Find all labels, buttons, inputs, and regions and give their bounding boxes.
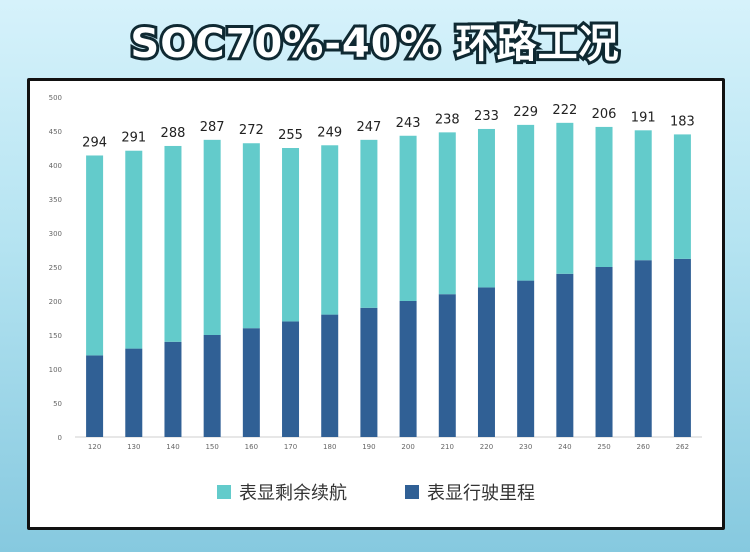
- chart-panel: 0 50 100 150 200 250 300 350 400 450 500 294 120 291 1…: [27, 78, 725, 530]
- data-label: 272: [239, 123, 264, 138]
- x-tick-label: 260: [637, 443, 650, 451]
- data-label: 191: [631, 110, 656, 125]
- bar-driven: [360, 307, 378, 437]
- chart-legend: 表显剩余续航 表显行驶里程: [30, 477, 722, 507]
- y-tick-label: 500: [49, 94, 62, 102]
- bar-chart: 0 50 100 150 200 250 300 350 400 450 500 294 120 291 1…: [49, 94, 702, 451]
- x-tick-label: 200: [401, 443, 414, 451]
- x-tick-label: 210: [441, 443, 454, 451]
- y-tick-label: 250: [49, 264, 62, 272]
- data-label: 288: [161, 126, 186, 141]
- y-tick-label: 100: [49, 366, 62, 374]
- bar-driven: [517, 280, 535, 437]
- bar-driven: [438, 294, 456, 437]
- y-tick-label: 50: [53, 400, 62, 408]
- bar-remaining: [242, 143, 260, 329]
- bar-remaining: [360, 139, 378, 308]
- x-tick-label: 120: [88, 443, 101, 451]
- y-tick-label: 450: [49, 128, 62, 136]
- legend-label-driven: 表显行驶里程: [427, 483, 535, 504]
- x-tick-label: 160: [245, 443, 258, 451]
- bar-driven: [477, 287, 495, 437]
- data-label: 255: [278, 128, 303, 143]
- bar-remaining: [595, 126, 613, 267]
- x-tick-label: 220: [480, 443, 493, 451]
- data-label: 238: [435, 112, 460, 127]
- data-label: 287: [200, 120, 225, 135]
- legend-label-remaining: 表显剩余续航: [239, 483, 347, 504]
- x-tick-label: 250: [597, 443, 610, 451]
- bar-remaining: [634, 130, 652, 261]
- data-label: 294: [82, 135, 107, 150]
- bar-driven: [634, 260, 652, 437]
- x-tick-label: 230: [519, 443, 532, 451]
- legend-item-driven: 表显行驶里程: [405, 479, 535, 505]
- x-tick-label: 180: [323, 443, 336, 451]
- bar-remaining: [321, 145, 339, 315]
- bar-remaining: [86, 155, 104, 356]
- bar-remaining: [477, 128, 495, 288]
- bar-remaining: [164, 145, 182, 342]
- bar-driven: [556, 273, 574, 437]
- bar-driven: [125, 348, 143, 437]
- y-tick-label: 300: [49, 230, 62, 238]
- x-tick-label: 190: [362, 443, 375, 451]
- y-tick-label: 150: [49, 332, 62, 340]
- bar-driven: [242, 328, 260, 437]
- bar-driven: [399, 301, 417, 437]
- data-label: 249: [317, 125, 342, 140]
- page-title: SOC70%-40% 环路工况: [127, 18, 621, 70]
- bar-driven: [595, 267, 613, 437]
- bar-driven: [164, 341, 182, 437]
- bar-remaining: [125, 150, 143, 349]
- bar-driven: [86, 355, 104, 437]
- legend-swatch-remaining: [217, 485, 231, 499]
- bar-remaining: [438, 132, 456, 295]
- x-tick-label: 150: [205, 443, 218, 451]
- data-label: 222: [552, 103, 577, 118]
- bar-driven: [282, 321, 300, 437]
- data-label: 243: [396, 116, 421, 131]
- bar-driven: [321, 314, 339, 437]
- bar-remaining: [517, 124, 535, 281]
- x-tick-label: 140: [166, 443, 179, 451]
- data-label: 291: [121, 131, 146, 146]
- bar-remaining: [673, 134, 691, 259]
- bar-driven: [673, 258, 691, 437]
- y-tick-label: 350: [49, 196, 62, 204]
- data-label: 206: [592, 107, 617, 122]
- x-tick-label: 170: [284, 443, 297, 451]
- bar-remaining: [203, 139, 221, 335]
- y-tick-label: 0: [58, 434, 62, 442]
- x-tick-label: 262: [676, 443, 689, 451]
- x-tick-label: 130: [127, 443, 140, 451]
- legend-swatch-driven: [405, 485, 419, 499]
- data-label: 233: [474, 109, 499, 124]
- bar-remaining: [556, 122, 574, 274]
- data-label: 229: [513, 105, 538, 120]
- bar-remaining: [399, 135, 417, 301]
- data-label: 183: [670, 114, 695, 129]
- legend-item-remaining: 表显剩余续航: [217, 479, 347, 505]
- bar-remaining: [282, 148, 300, 322]
- x-tick-label: 240: [558, 443, 571, 451]
- y-tick-label: 400: [49, 162, 62, 170]
- data-label: 247: [356, 120, 381, 135]
- y-tick-label: 200: [49, 298, 62, 306]
- bar-driven: [203, 335, 221, 437]
